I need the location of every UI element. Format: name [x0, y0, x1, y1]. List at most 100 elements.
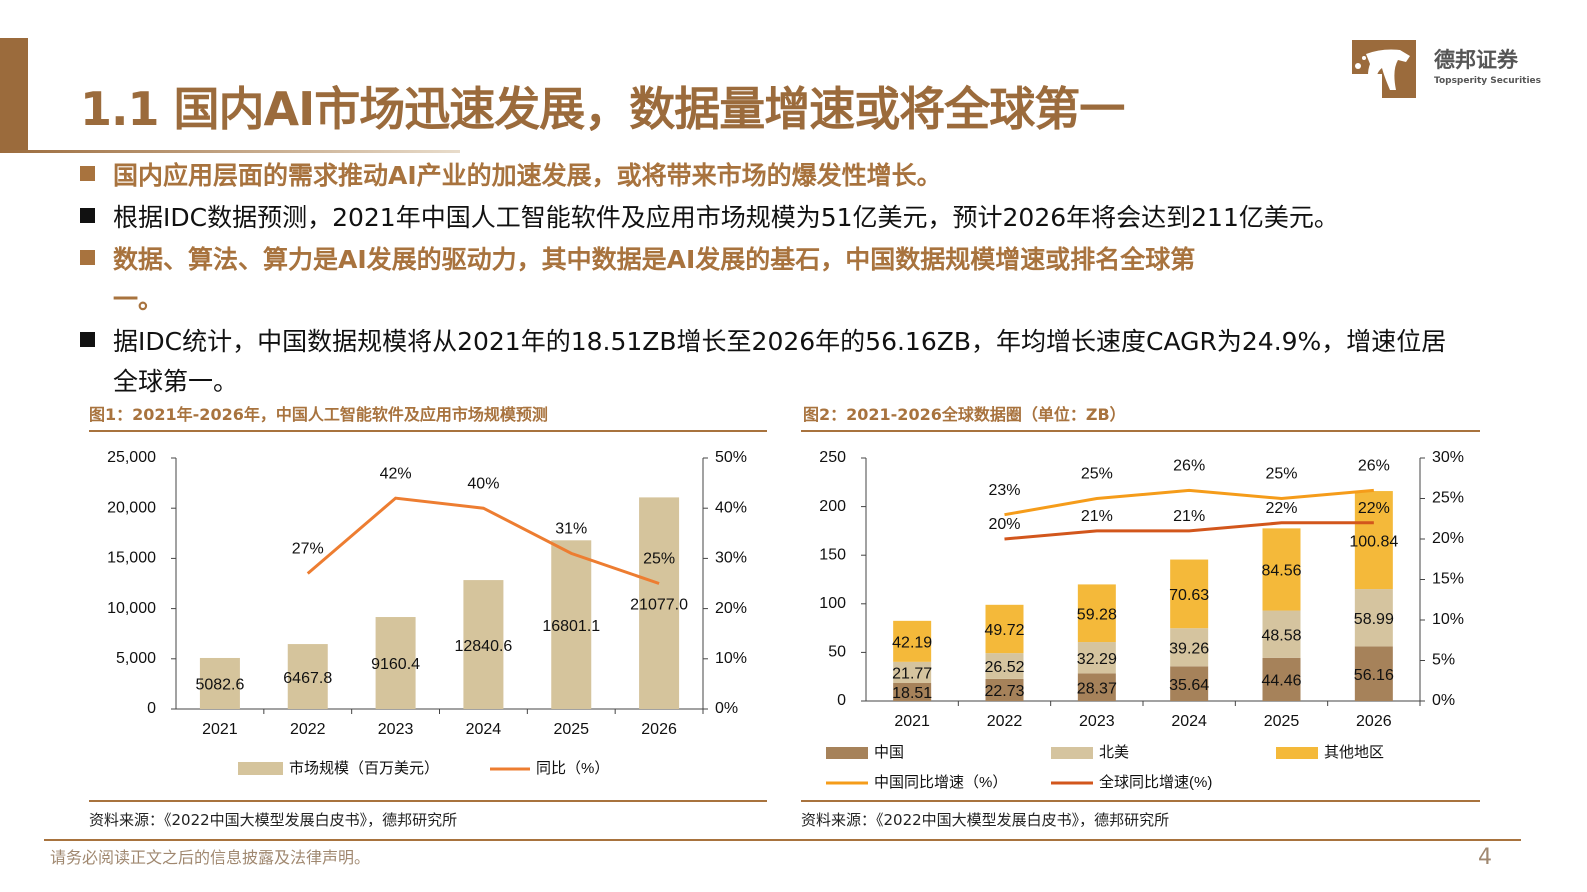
- line-data-label: 26%: [1173, 458, 1205, 475]
- footer-rule: [44, 839, 1521, 841]
- x-tick-label: 2025: [553, 721, 589, 738]
- y-tick-label: 250: [819, 449, 846, 466]
- segment-data-label: 100.84: [1349, 533, 1398, 550]
- bullet-text: 国内应用层面的需求推动AI产业的加速发展，或将带来市场的爆发性增长。: [113, 161, 942, 190]
- logo-text: 德邦证券: [1434, 48, 1518, 72]
- legend-swatch: [826, 747, 868, 759]
- bullet-text: 据IDC统计，中国数据规模将从2021年的18.51ZB增长至2026年的56.…: [113, 327, 1447, 356]
- bar-data-label: 5082.6: [195, 677, 244, 694]
- bullet-text: 根据IDC数据预测，2021年中国人工智能软件及应用市场规模为51亿美元，预计2…: [113, 203, 1339, 232]
- page-number: 4: [1478, 845, 1492, 870]
- y2-tick-label: 15%: [1432, 571, 1464, 588]
- legend-label: 全球同比增速(%): [1099, 773, 1212, 791]
- bar-data-label: 16801.1: [542, 618, 600, 635]
- y-tick-label: 0: [147, 700, 156, 717]
- bullet-3: 数据、算法、算力是AI发展的驱动力，其中数据是AI发展的基石，中国数据规模增速或…: [80, 244, 1195, 276]
- x-tick-label: 2026: [641, 721, 677, 738]
- title-underline: [0, 150, 460, 153]
- chart1-title: 图1：2021年-2026年，中国人工智能软件及应用市场规模预测: [89, 405, 548, 424]
- segment-data-label: 28.37: [1077, 680, 1117, 697]
- y2-tick-label: 30%: [1432, 449, 1464, 466]
- bullet-square-icon: [80, 250, 95, 265]
- line-data-label: 26%: [1358, 458, 1390, 475]
- line-data-label: 21%: [1081, 508, 1113, 525]
- y-tick-label: 200: [819, 498, 846, 515]
- y2-tick-label: 10%: [1432, 611, 1464, 628]
- stacked-bar-segment: [1077, 584, 1116, 643]
- segment-data-label: 32.29: [1077, 651, 1117, 668]
- bullet-1: 国内应用层面的需求推动AI产业的加速发展，或将带来市场的爆发性增长。: [80, 160, 942, 192]
- stacked-bar-segment: [1354, 491, 1393, 590]
- stacked-bar-segment: [985, 653, 1024, 679]
- logo-icon: [1352, 40, 1416, 98]
- x-tick-label: 2023: [1079, 713, 1115, 730]
- y-tick-label: 15,000: [107, 550, 156, 567]
- x-tick-label: 2022: [987, 713, 1023, 730]
- stacked-bar-segment: [1354, 646, 1393, 701]
- y2-tick-label: 30%: [715, 550, 747, 567]
- y2-tick-label: 40%: [715, 499, 747, 516]
- stacked-bar-segment: [1077, 642, 1116, 674]
- stacked-bar-segment: [1354, 589, 1393, 647]
- bar: [463, 580, 504, 709]
- legend-label: 中国同比增速（%）: [874, 774, 1007, 791]
- x-tick-label: 2026: [1356, 713, 1392, 730]
- line-data-label: 25%: [643, 551, 675, 568]
- stacked-bar-segment: [1170, 628, 1209, 667]
- y2-tick-label: 0%: [715, 700, 738, 717]
- stacked-bar-segment: [1170, 559, 1209, 629]
- chart2-source: 资料来源：《2022中国大模型发展白皮书》，德邦研究所: [801, 811, 1170, 829]
- y2-tick-label: 0%: [1432, 692, 1455, 709]
- segment-data-label: 84.56: [1261, 563, 1301, 580]
- y2-tick-label: 20%: [715, 600, 747, 617]
- legend-swatch-bar: [238, 762, 283, 775]
- stacked-bar-segment: [1077, 673, 1116, 701]
- y2-tick-label: 5%: [1432, 652, 1455, 669]
- page-title: 1.1 国内AI市场迅速发展，数据量增速或将全球第一: [80, 82, 1125, 136]
- line-data-label: 25%: [1265, 466, 1297, 483]
- legend-label-bar: 市场规模（百万美元）: [289, 760, 439, 777]
- chart1-source: 资料来源：《2022中国大模型发展白皮书》，德邦研究所: [89, 811, 458, 829]
- legend-label: 其他地区: [1324, 744, 1384, 761]
- bar-data-label: 9160.4: [371, 656, 420, 673]
- legend-swatch: [1276, 747, 1318, 759]
- y-tick-label: 10,000: [107, 600, 156, 617]
- stacked-bar-segment: [1262, 528, 1301, 611]
- y-tick-label: 150: [819, 546, 846, 563]
- stacked-bar-segment: [1262, 610, 1301, 658]
- stacked-bar-segment: [985, 604, 1024, 654]
- segment-data-label: 22.73: [984, 683, 1024, 700]
- chart1-top-rule: [89, 430, 767, 432]
- x-tick-label: 2023: [378, 721, 414, 738]
- bullet-3-continuation: 一。: [113, 285, 164, 314]
- stacked-bar-segment: [985, 678, 1024, 701]
- segment-data-label: 35.64: [1169, 677, 1209, 694]
- line-data-label: 40%: [467, 475, 499, 492]
- line-data-label: 23%: [988, 482, 1020, 499]
- chart2-top-rule: [801, 430, 1480, 432]
- y2-tick-label: 10%: [715, 650, 747, 667]
- stacked-bar-segment: [1170, 666, 1209, 701]
- segment-data-label: 59.28: [1077, 606, 1117, 623]
- segment-data-label: 42.19: [892, 635, 932, 652]
- segment-data-label: 21.77: [892, 666, 932, 683]
- y-tick-label: 100: [819, 595, 846, 612]
- segment-data-label: 58.99: [1354, 611, 1394, 628]
- segment-data-label: 26.52: [984, 659, 1024, 676]
- growth-line: [1004, 521, 1374, 541]
- segment-data-label: 44.46: [1261, 673, 1301, 690]
- y-tick-label: 20,000: [107, 499, 156, 516]
- stacked-bar-segment: [893, 620, 932, 662]
- chart1-bottom-rule: [89, 800, 767, 802]
- chart2-bottom-rule: [801, 800, 1480, 802]
- legend-label: 北美: [1099, 744, 1129, 761]
- stacked-bar-segment: [1262, 657, 1301, 701]
- logo-subtext: Topsperity Securities: [1434, 76, 1541, 86]
- growth-line: [306, 496, 660, 585]
- x-tick-label: 2022: [290, 721, 326, 738]
- segment-data-label: 39.26: [1169, 640, 1209, 657]
- line-data-label: 27%: [292, 541, 324, 558]
- line-data-label: 31%: [555, 521, 587, 538]
- bar-data-label: 12840.6: [454, 638, 512, 655]
- bullet-4-continuation: 全球第一。: [113, 367, 239, 396]
